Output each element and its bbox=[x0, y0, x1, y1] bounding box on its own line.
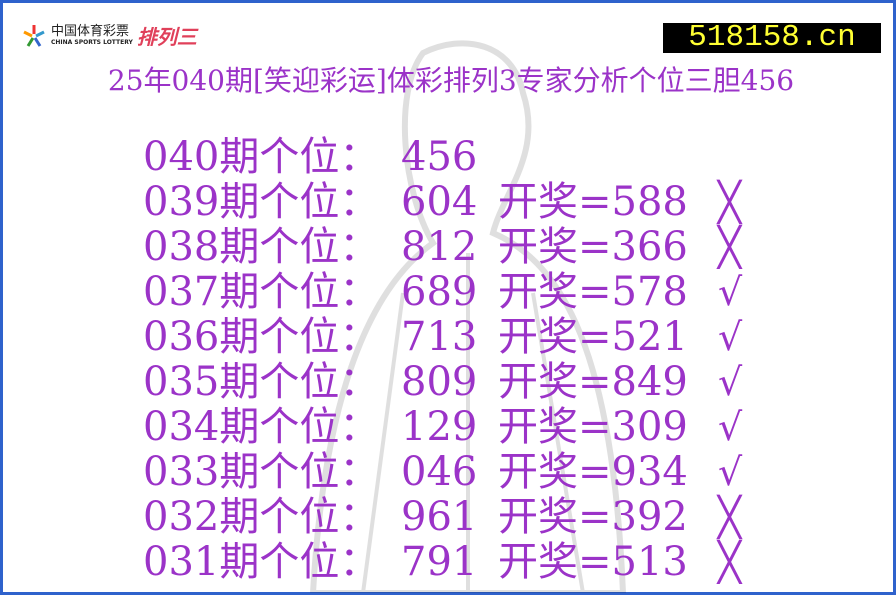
site-badge: 518158.cn bbox=[663, 22, 881, 53]
lottery-star-icon bbox=[23, 24, 45, 47]
period: 037期个位： bbox=[143, 269, 380, 315]
figure-watermark bbox=[309, 40, 627, 593]
page-title: 25年040期[笑迎彩运]体彩排列3专家分析个位三胆456 bbox=[107, 64, 795, 97]
pick: 129 bbox=[401, 404, 478, 450]
cross-icon: ╳ bbox=[718, 495, 741, 539]
draw: 开奖=578 bbox=[498, 269, 688, 315]
logo-en: CHINA SPORTS LOTTERY bbox=[51, 39, 133, 46]
china-sports-lottery-logo: 中国体育彩票 CHINA SPORTS LOTTERY 排列三 bbox=[21, 21, 197, 50]
pick: 809 bbox=[401, 359, 478, 405]
period: 035期个位： bbox=[143, 359, 380, 405]
pick: 604 bbox=[401, 179, 478, 225]
check-icon: √ bbox=[718, 405, 743, 449]
logo-game: 排列三 bbox=[136, 25, 197, 49]
logo-cn: 中国体育彩票 bbox=[51, 24, 130, 39]
pick: 456 bbox=[401, 134, 478, 180]
cross-icon: ╳ bbox=[718, 225, 741, 269]
period: 038期个位： bbox=[143, 224, 380, 270]
period: 036期个位： bbox=[143, 314, 380, 360]
draw: 开奖=521 bbox=[498, 314, 688, 360]
draw: 开奖=513 bbox=[498, 539, 688, 585]
period: 040期个位： bbox=[143, 134, 380, 180]
period: 034期个位： bbox=[143, 404, 380, 450]
pick: 791 bbox=[401, 539, 478, 585]
draw: 开奖=934 bbox=[498, 449, 688, 495]
check-icon: √ bbox=[718, 315, 743, 359]
pick: 689 bbox=[401, 269, 478, 315]
draw: 开奖=588 bbox=[498, 179, 688, 225]
pick: 812 bbox=[401, 224, 478, 270]
period: 033期个位： bbox=[143, 449, 380, 495]
period: 039期个位： bbox=[143, 179, 380, 225]
pick: 961 bbox=[401, 494, 478, 540]
check-icon: √ bbox=[718, 360, 743, 404]
pick: 713 bbox=[401, 314, 478, 360]
check-icon: √ bbox=[718, 270, 743, 314]
draw: 开奖=366 bbox=[498, 224, 688, 270]
draw: 开奖=309 bbox=[498, 404, 688, 450]
period: 032期个位： bbox=[143, 494, 380, 540]
cross-icon: ╳ bbox=[718, 540, 741, 584]
pick: 046 bbox=[401, 449, 478, 495]
check-icon: √ bbox=[718, 450, 743, 494]
cross-icon: ╳ bbox=[718, 180, 741, 224]
period: 031期个位： bbox=[143, 539, 380, 585]
draw: 开奖=392 bbox=[498, 494, 688, 540]
draw: 开奖=849 bbox=[498, 359, 688, 405]
